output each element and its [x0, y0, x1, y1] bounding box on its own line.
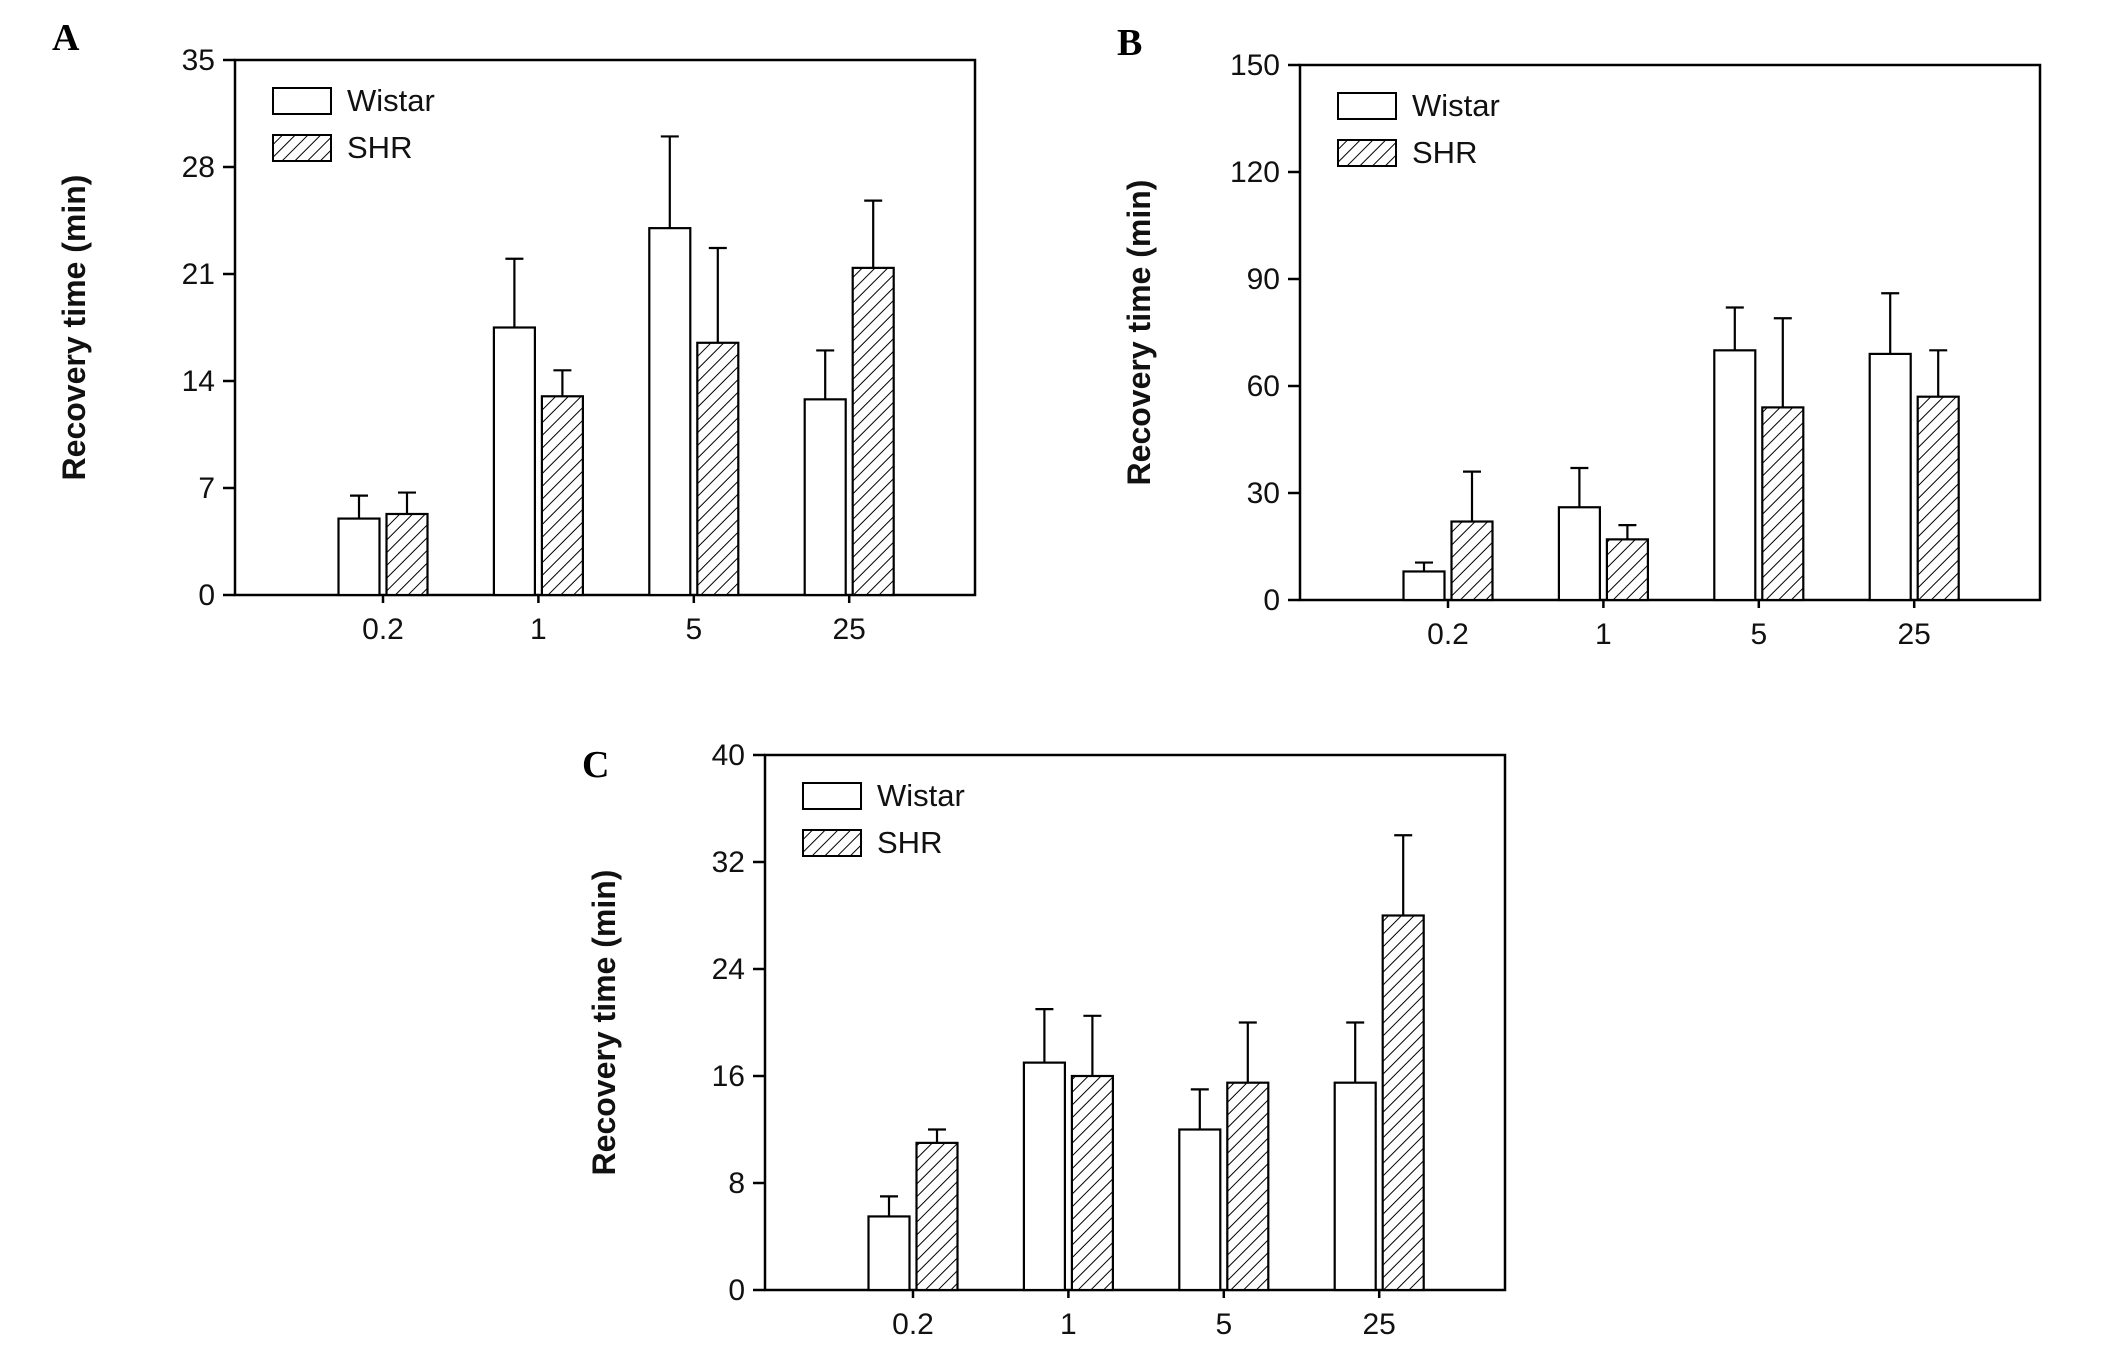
y-tick-label: 24	[712, 953, 745, 986]
x-tick-label: 1	[1060, 1308, 1077, 1341]
y-axis-label: Recovery time (min)	[1121, 180, 1157, 486]
bar-wistar	[1557, 506, 1601, 602]
bar-chart-a: 0 7 14 21 28 35 0.2 1 5 25 Recovery time (min) Wist…	[56, 44, 977, 646]
y-tick-label: 32	[712, 846, 745, 879]
y-tick-label: 0	[728, 1274, 745, 1307]
bar-shr	[1605, 538, 1649, 602]
bar-shr	[1381, 914, 1425, 1292]
bar-wistar	[648, 227, 692, 597]
bar-wistar	[1868, 352, 1912, 602]
legend-swatch-wistar	[1337, 92, 1397, 120]
x-tick-label: 5	[685, 613, 702, 646]
bar-wistar	[337, 517, 381, 597]
legend-swatch-wistar	[272, 87, 332, 115]
y-axis-label: Recovery time (min)	[586, 870, 622, 1176]
y-axis-label: Recovery time (min)	[56, 175, 92, 481]
legend-label-wistar: Wistar	[1412, 88, 1500, 123]
bar-wistar	[1402, 570, 1446, 602]
x-tick-label: 25	[833, 613, 866, 646]
bar-shr	[1450, 520, 1494, 602]
bar-wistar	[1022, 1061, 1066, 1292]
plot-box	[1298, 63, 2042, 602]
y-tick-label: 14	[182, 365, 215, 398]
y-tick-label: 30	[1247, 477, 1280, 510]
bar-wistar	[1713, 349, 1757, 602]
legend-label-shr: SHR	[877, 825, 942, 860]
panel-a: A 0 7 14 21 28 35 0.2 1 5 25 Recovery time (min) Wi…	[30, 5, 1040, 655]
bar-wistar	[803, 398, 847, 597]
x-tick-label: 0.2	[362, 613, 404, 646]
bar-wistar	[867, 1215, 911, 1292]
legend-label-wistar: Wistar	[347, 83, 435, 118]
bar-wistar	[1178, 1128, 1222, 1292]
x-tick-label: 0.2	[1427, 618, 1469, 651]
bar-wistar	[492, 326, 536, 597]
panel-label-c: C	[582, 744, 610, 786]
y-tick-label: 60	[1247, 370, 1280, 403]
y-tick-label: 0	[198, 579, 215, 612]
legend-swatch-wistar	[802, 782, 862, 810]
y-tick-label: 40	[712, 739, 745, 772]
y-tick-label: 7	[198, 472, 215, 505]
y-tick-label: 150	[1230, 49, 1280, 82]
bar-shr	[696, 341, 740, 597]
panel-c: C 0 8 16 24 32 40 0.2 1 5 25 Recovery time (min) Wi…	[560, 700, 1570, 1348]
x-tick-label: 1	[1595, 618, 1612, 651]
panel-b: B 0 30 60 90 120 150 0.2 1 5 25 Recovery time (min…	[1095, 10, 2105, 660]
x-tick-label: 25	[1363, 1308, 1396, 1341]
x-tick-label: 0.2	[892, 1308, 934, 1341]
y-tick-label: 0	[1263, 584, 1280, 617]
legend-swatch-shr	[272, 134, 332, 162]
bar-shr	[851, 266, 895, 597]
panel-label-a: A	[52, 17, 80, 59]
bar-wistar	[1333, 1081, 1377, 1292]
bar-shr	[1761, 406, 1805, 602]
bar-shr	[385, 512, 429, 597]
legend-label-wistar: Wistar	[877, 778, 965, 813]
bar-shr	[1916, 395, 1960, 602]
x-tick-label: 1	[530, 613, 547, 646]
y-tick-label: 28	[182, 151, 215, 184]
y-tick-label: 21	[182, 258, 215, 291]
y-tick-label: 90	[1247, 263, 1280, 296]
bar-chart-b: 0 30 60 90 120 150 0.2 1 5 25 Recovery time (min) W…	[1121, 49, 2042, 651]
legend-label-shr: SHR	[1412, 135, 1477, 170]
y-tick-label: 35	[182, 44, 215, 77]
plot-box	[763, 753, 1507, 1292]
bar-shr	[915, 1141, 959, 1292]
y-tick-label: 8	[728, 1167, 745, 1200]
x-tick-label: 25	[1898, 618, 1931, 651]
bar-shr	[1070, 1074, 1114, 1292]
legend-label-shr: SHR	[347, 130, 412, 165]
bar-shr	[540, 395, 584, 597]
y-tick-label: 16	[712, 1060, 745, 1093]
legend-swatch-shr	[1337, 139, 1397, 167]
bar-chart-c: 0 8 16 24 32 40 0.2 1 5 25 Recovery time (min) Wist…	[586, 739, 1507, 1341]
legend-swatch-shr	[802, 829, 862, 857]
y-tick-label: 120	[1230, 156, 1280, 189]
x-tick-label: 5	[1750, 618, 1767, 651]
bar-shr	[1226, 1081, 1270, 1292]
x-tick-label: 5	[1215, 1308, 1232, 1341]
panel-label-b: B	[1117, 22, 1143, 64]
plot-box	[233, 58, 977, 597]
